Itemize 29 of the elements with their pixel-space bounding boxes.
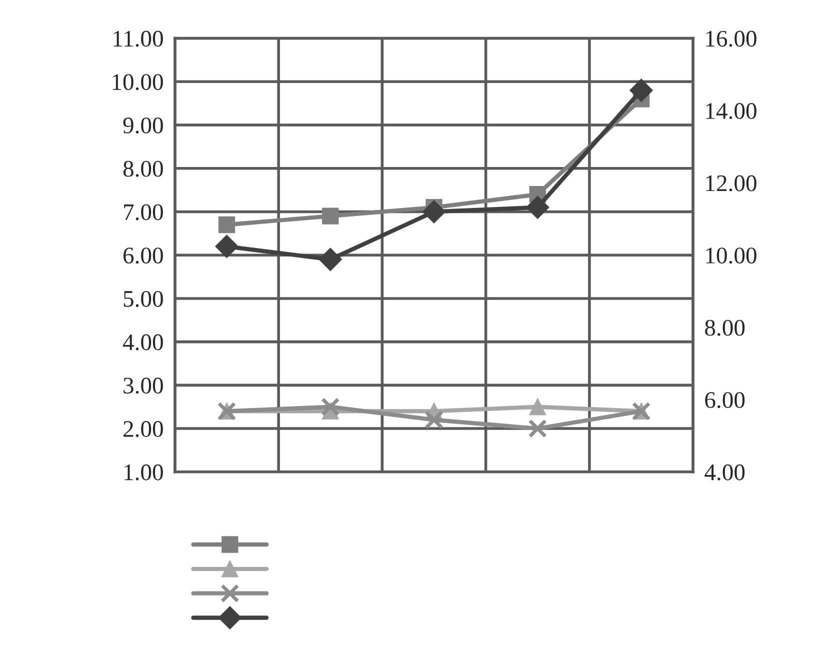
point — [529, 398, 546, 416]
y2-tick-label: 4.00 — [704, 464, 745, 480]
y-tick-label: 10.00 — [112, 74, 163, 90]
point — [422, 200, 446, 224]
y2-tick-label: 8.00 — [705, 320, 745, 336]
point — [528, 419, 547, 438]
y-tick-label: 2.00 — [124, 421, 163, 438]
point — [215, 234, 238, 258]
y-tick-label: 4.00 — [122, 334, 163, 350]
point — [218, 216, 236, 234]
point — [318, 248, 342, 271]
y2-tick-label: 10.00 — [706, 248, 756, 264]
y-tick-label: 5.00 — [124, 290, 163, 307]
y-tick-label: 7.00 — [124, 204, 163, 220]
point — [424, 410, 444, 430]
point — [320, 397, 340, 416]
y2-tick-label: 16.00 — [706, 30, 756, 47]
y2-tick-label: 12.00 — [706, 175, 756, 192]
y2-tick-label: 6.00 — [705, 392, 745, 408]
point — [322, 208, 339, 224]
y-tick-label: 6.00 — [124, 248, 163, 264]
y-tick-label: 1.00 — [124, 464, 163, 480]
y-tick-label: 11.00 — [114, 30, 163, 47]
y-tick-label: 9.00 — [123, 117, 163, 134]
y2-tick-label: 14.00 — [706, 103, 756, 120]
y-tick-label: 8.00 — [123, 160, 163, 177]
point — [630, 78, 653, 102]
y-tick-label: 3.00 — [124, 378, 163, 394]
point — [526, 196, 550, 219]
